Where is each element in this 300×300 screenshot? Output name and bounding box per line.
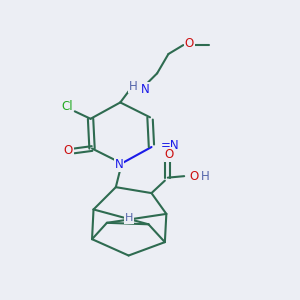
Text: O: O — [184, 37, 194, 50]
Text: H: H — [124, 213, 133, 223]
Text: O: O — [189, 170, 199, 183]
Text: N: N — [114, 158, 123, 171]
Text: H: H — [128, 80, 137, 93]
Text: O: O — [165, 148, 174, 161]
Text: N: N — [141, 83, 150, 96]
Text: O: O — [64, 143, 73, 157]
Text: =N: =N — [161, 139, 180, 152]
Text: Cl: Cl — [61, 100, 73, 112]
Text: H: H — [200, 170, 209, 183]
